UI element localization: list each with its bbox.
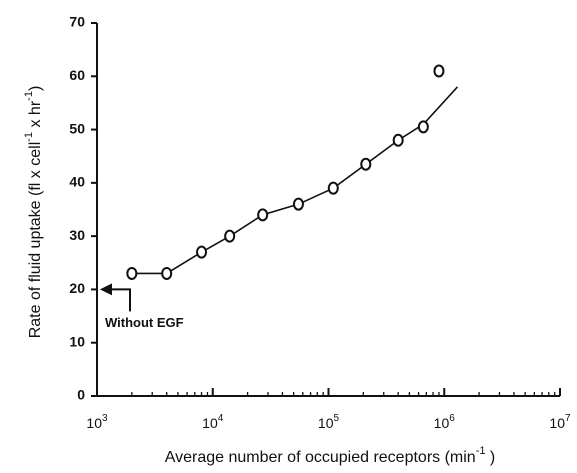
x-tick-base: 10 bbox=[86, 415, 102, 431]
data-point bbox=[292, 197, 304, 211]
x-tick-label: 103 bbox=[86, 413, 108, 431]
x-tick-label: 107 bbox=[549, 413, 571, 431]
y-tick-label: 30 bbox=[69, 227, 85, 243]
annotation-arrow bbox=[109, 288, 131, 312]
y-label-text: x hr bbox=[27, 100, 44, 132]
y-label-text: Rate of fluid uptake (fl x cell bbox=[27, 142, 44, 339]
y-tick-label: 40 bbox=[69, 174, 85, 190]
y-tick-label: 20 bbox=[69, 280, 85, 296]
annotation-text: Without EGF bbox=[105, 315, 184, 330]
data-point bbox=[126, 266, 138, 280]
x-label-text: ) bbox=[485, 449, 495, 466]
data-point bbox=[433, 64, 445, 78]
x-tick-base: 10 bbox=[549, 415, 565, 431]
x-label-text: Average number of occupied receptors (mi… bbox=[165, 449, 476, 466]
x-tick-base: 10 bbox=[318, 415, 334, 431]
x-tick-label: 106 bbox=[434, 413, 456, 431]
data-point bbox=[417, 120, 429, 134]
x-tick-exp: 4 bbox=[218, 413, 224, 424]
y-label-sup: -1 bbox=[23, 91, 35, 101]
y-tick-label: 70 bbox=[69, 14, 85, 30]
y-label-sup: -1 bbox=[23, 132, 35, 142]
x-tick-base: 10 bbox=[202, 415, 218, 431]
x-label-sup: -1 bbox=[476, 445, 486, 457]
x-tick-exp: 5 bbox=[334, 413, 340, 424]
y-tick-label: 50 bbox=[69, 120, 85, 136]
data-point bbox=[392, 133, 404, 147]
x-tick-label: 105 bbox=[318, 413, 340, 431]
data-point bbox=[161, 266, 173, 280]
arrow-head bbox=[100, 283, 112, 296]
data-point bbox=[360, 157, 372, 171]
y-label-text: ) bbox=[27, 86, 44, 91]
y-tick-label: 0 bbox=[77, 387, 85, 403]
x-tick-label: 104 bbox=[202, 413, 224, 431]
x-tick-exp: 6 bbox=[449, 413, 455, 424]
y-tick-label: 60 bbox=[69, 67, 85, 83]
data-point bbox=[257, 208, 269, 222]
x-tick-base: 10 bbox=[434, 415, 450, 431]
x-axis-label: Average number of occupied receptors (mi… bbox=[165, 445, 496, 466]
y-axis-label: Rate of fluid uptake (fl x cell-1 x hr-1… bbox=[23, 86, 44, 339]
x-tick-exp: 7 bbox=[565, 413, 571, 424]
data-point bbox=[224, 229, 236, 243]
y-tick-label: 10 bbox=[69, 333, 85, 349]
data-point bbox=[196, 245, 208, 259]
data-point bbox=[327, 181, 339, 195]
x-tick-exp: 3 bbox=[102, 413, 108, 424]
